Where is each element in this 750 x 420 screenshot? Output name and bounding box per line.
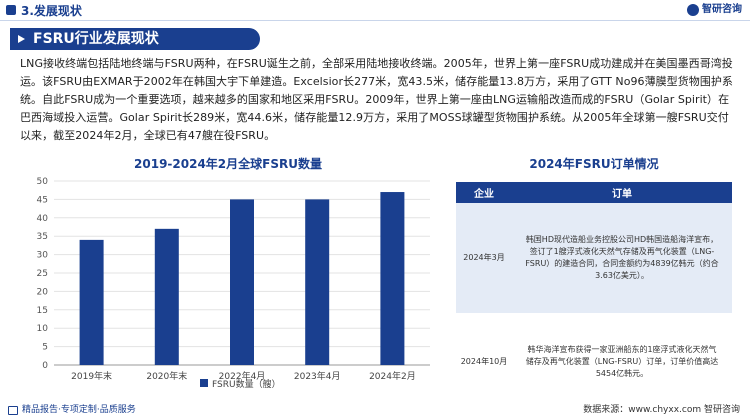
footer: 精品报告·专项定制·品质服务 数据来源：www.chyxx.com 智研咨询 <box>0 400 750 420</box>
header-order: 订单 <box>512 182 732 203</box>
bar <box>380 192 405 365</box>
section-title: 3.发展现状 <box>21 4 82 18</box>
order-table-header: 企业 订单 <box>456 182 732 203</box>
order-date: 2024年3月 <box>456 203 512 313</box>
x-tick-label: 2020年末 <box>146 370 187 382</box>
order-date: 2024年10月 <box>456 313 512 411</box>
brand-mark-icon <box>687 4 699 16</box>
page-title: FSRU行业发展现状 <box>33 31 159 47</box>
brand-name: 智研咨询 <box>702 4 742 15</box>
x-tick-label: 2023年4月 <box>294 370 341 382</box>
footer-brand: 智研咨询 <box>703 405 740 415</box>
bar <box>79 239 104 365</box>
y-tick-label: 45 <box>37 195 48 205</box>
report-icon <box>8 406 18 415</box>
y-tick-label: 30 <box>37 251 49 261</box>
brand-logo: 智研咨询 <box>687 3 742 17</box>
legend-swatch <box>200 379 208 387</box>
top-divider <box>0 20 750 21</box>
order-detail: 韩国HD现代造船业务控股公司HD韩国造船海洋宣布，签订了1艘浮式液化天然气存储及… <box>512 203 732 313</box>
table-row: 2024年10月 韩华海洋宣布获得一家亚洲船东的1座浮式液化天然气储存及再气化装… <box>456 313 732 411</box>
intro-paragraph: LNG接收终端包括陆地终端与FSRU两种，在FSRU诞生之前，全部采用陆地接收终… <box>20 57 733 142</box>
header-company: 企业 <box>456 182 512 203</box>
y-tick-label: 20 <box>37 287 49 297</box>
footer-slogan: 精品报告·专项定制·品质服务 <box>22 405 136 415</box>
order-detail: 韩华海洋宣布获得一家亚洲船东的1座浮式液化天然气储存及再气化装置（LNG-FSR… <box>512 313 732 411</box>
legend-label: FSRU数量（艘） <box>212 378 281 390</box>
y-tick-label: 10 <box>37 324 49 334</box>
footer-website[interactable]: 数据来源：www.chyxx.com <box>583 405 702 415</box>
order-table-title: 2024年FSRU订单情况 <box>529 157 659 171</box>
y-tick-label: 0 <box>42 361 48 371</box>
y-tick-label: 5 <box>42 343 48 353</box>
footer-source: 数据来源：www.chyxx.com 智研咨询 <box>583 404 740 416</box>
table-row: 2024年3月 韩国HD现代造船业务控股公司HD韩国造船海洋宣布，签订了1艘浮式… <box>456 203 732 313</box>
y-tick-label: 40 <box>37 214 49 224</box>
bar <box>154 228 179 365</box>
top-bar: 3.发展现状 智研咨询 <box>0 0 750 22</box>
bar <box>305 199 330 365</box>
y-tick-label: 50 <box>37 177 49 187</box>
y-tick-label: 15 <box>37 306 48 316</box>
x-tick-label: 2022年4月 <box>219 370 266 382</box>
bar <box>230 199 254 365</box>
x-tick-label: 2019年末 <box>71 370 112 382</box>
page-title-bar: FSRU行业发展现状 <box>10 28 260 50</box>
y-tick-label: 25 <box>37 269 48 279</box>
play-triangle-icon <box>18 35 25 43</box>
fsru-count-bar-chart: 0 5 10 15 20 25 30 35 40 45 50 2019年末 2020年末 2022年4月 2… <box>37 177 430 390</box>
chart-title: 2019-2024年2月全球FSRU数量 <box>134 157 322 171</box>
y-tick-label: 35 <box>37 232 48 242</box>
order-table: 企业 订单 2024年3月 韩国HD现代造船业务控股公司HD韩国造船海洋宣布，签… <box>456 182 732 411</box>
section-square-icon <box>6 5 16 15</box>
x-tick-label: 2024年2月 <box>369 370 416 382</box>
